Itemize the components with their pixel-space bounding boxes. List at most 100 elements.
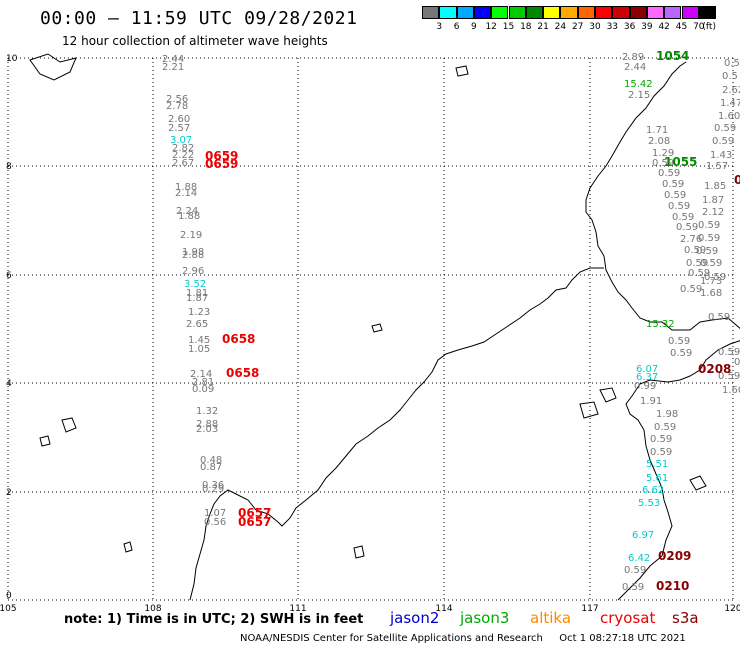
wave-height-value: 1.98 <box>182 247 204 258</box>
wave-height-value: 2.14 <box>190 369 212 380</box>
color-scale-label: 24 <box>554 22 567 32</box>
wave-height-value: 6.07 <box>636 364 658 375</box>
latitude-tick-label: 2 <box>6 488 12 498</box>
wave-height-value: 2.12 <box>702 207 724 218</box>
color-swatch <box>595 6 613 19</box>
latitude-tick-label: 8 <box>6 162 12 172</box>
wave-height-value: 0.48 <box>200 455 222 466</box>
wave-height-value: 0.59 <box>688 268 710 279</box>
island-8 <box>123 541 133 553</box>
wave-height-value: 1.73 <box>700 276 722 287</box>
wave-height-value: 1.88 <box>178 211 200 222</box>
wave-height-value: 0.36 <box>202 480 224 491</box>
island-6 <box>455 65 469 77</box>
wave-height-value: 0.59 <box>698 220 720 231</box>
wave-height-value: 0.59 <box>624 565 646 576</box>
color-swatch <box>629 6 647 19</box>
wave-height-value: 2.96 <box>182 266 204 277</box>
pass-time-label: 0659 <box>205 149 238 163</box>
coastline-east <box>617 340 740 601</box>
wave-height-value: 1.88 <box>175 182 197 193</box>
color-swatch <box>456 6 474 19</box>
wave-height-value: 0.59 <box>698 233 720 244</box>
wave-height-value: 1.91 <box>640 396 662 407</box>
wave-height-value: 2.19 <box>180 230 202 241</box>
wave-height-value: 0.59 <box>676 222 698 233</box>
wave-height-value: 0.59 <box>686 258 708 269</box>
longitude-tick-label: 108 <box>144 604 161 614</box>
wave-height-value: 2.65 <box>186 319 208 330</box>
wave-height-value: 1.98 <box>656 409 678 420</box>
satellite-legend-entry: jason3 <box>460 609 510 627</box>
wave-height-value: 2.82 <box>172 143 194 154</box>
wave-height-value: 2.56 <box>166 94 188 105</box>
wave-height-value: 2.67 <box>172 158 194 169</box>
wave-height-value: 2.44 <box>624 62 646 73</box>
wave-height-value: 1.57 <box>706 161 728 172</box>
longitude-tick-label: 114 <box>435 604 452 614</box>
wave-height-value: 0.5 <box>734 357 740 368</box>
wave-height-value: 1.43 <box>710 150 732 161</box>
wave-height-value: 0.59 <box>622 582 644 593</box>
color-scale-label: 39 <box>641 22 653 32</box>
wave-height-value: 0.59 <box>658 168 680 179</box>
satellite-legend-entry: altika <box>530 609 572 627</box>
pass-time-label: 0658 <box>222 332 255 346</box>
island-7 <box>39 435 51 447</box>
color-scale-label: 70 <box>693 22 705 32</box>
color-swatch <box>577 6 595 19</box>
wave-height-value: 0.59 <box>668 336 690 347</box>
wave-height-value: 2.78 <box>166 101 188 112</box>
color-scale-label: 6 <box>453 22 460 32</box>
latitude-tick-label: 10 <box>6 54 18 64</box>
color-scale-label: 36 <box>623 22 636 32</box>
longitude-tick-label: 105 <box>0 604 17 614</box>
wave-height-value: 0.59 <box>704 272 726 283</box>
color-scale-label: 15 <box>502 22 515 32</box>
wave-height-value: 2.15 <box>628 90 650 101</box>
wave-height-value: 0.59 <box>718 371 740 382</box>
color-swatch <box>473 6 492 19</box>
wave-height-value: 6.42 <box>628 553 650 564</box>
wave-height-value: 2.22 <box>172 150 194 161</box>
wave-height-value: 2.88 <box>182 250 204 261</box>
wave-height-value: 1.29 <box>652 148 674 159</box>
wave-height-value: 0.59 <box>680 284 702 295</box>
wave-height-value: 2.88 <box>196 419 218 430</box>
wave-height-value: 0.29 <box>202 484 224 495</box>
pass-time-label: 0208 <box>698 362 731 376</box>
color-swatch <box>508 6 526 19</box>
wave-height-value: 0.59 <box>700 258 722 269</box>
wave-height-value: 5.53 <box>638 498 660 509</box>
wave-height-value: 0.59 <box>650 434 672 445</box>
color-swatch <box>525 6 544 19</box>
longitude-tick-label: 120 <box>724 604 740 614</box>
color-scale-label: 42 <box>658 22 670 32</box>
pass-time-label: 0 <box>734 173 740 187</box>
color-swatch <box>560 6 578 19</box>
wave-height-value: 1.85 <box>704 181 726 192</box>
island-3 <box>353 545 365 559</box>
latitude-tick-label: 6 <box>6 271 12 281</box>
color-swatch <box>612 6 630 19</box>
wave-height-value: 1.87 <box>702 195 724 206</box>
wave-height-value: 0.59 <box>654 422 676 433</box>
wave-height-value: 2.21 <box>162 62 184 73</box>
wave-height-value: 0.59 <box>718 347 740 358</box>
wave-height-value: 0.5 <box>722 71 738 82</box>
color-swatch <box>646 6 665 19</box>
wave-height-value: 0.59 <box>696 246 718 257</box>
pass-time-label: 0209 <box>658 549 691 563</box>
wave-height-value: 5.51 <box>646 459 668 470</box>
wave-height-value: 1.81 <box>186 288 208 299</box>
wave-height-value: 6.97 <box>632 530 654 541</box>
color-scale-label: 3 <box>436 22 443 32</box>
wave-height-value: 0.87 <box>200 462 222 473</box>
wave-height-value: 1.47 <box>720 98 740 109</box>
wave-height-value: 0.59 <box>708 312 730 323</box>
color-scale-label: 33 <box>606 22 619 32</box>
wave-height-value: 0.59 <box>714 123 736 134</box>
wave-height-value: 5.61 <box>646 473 668 484</box>
wave-height-value: 2.89 <box>622 52 644 63</box>
